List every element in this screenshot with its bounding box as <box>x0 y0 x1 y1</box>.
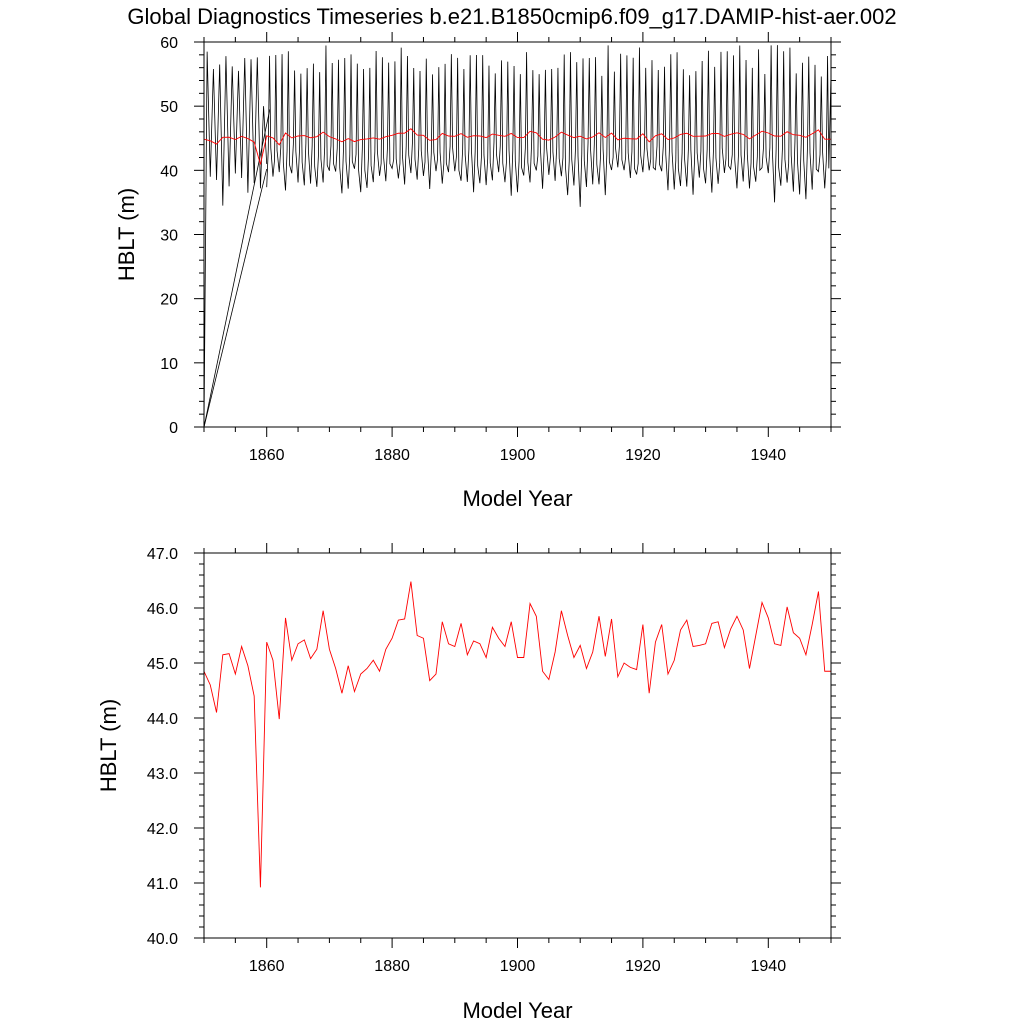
x-tick-label: 1920 <box>625 447 661 464</box>
panel-top: 1860 1880 1900 1920 1940 0 10 20 30 40 50 60 Model … <box>114 32 841 511</box>
x-tick-label: 1900 <box>500 958 536 975</box>
panel-top-x-axis-label: Model Year <box>462 486 572 511</box>
panel-bottom-tick-labels: 1860 1880 1900 1920 1940 40.0 41.0 42.0 43.0 44.0… <box>147 546 786 975</box>
panel-top-frame <box>203 41 832 428</box>
y-tick-label: 46.0 <box>147 601 178 618</box>
y-tick-label: 41.0 <box>147 876 178 893</box>
y-tick-label: 42.0 <box>147 821 178 838</box>
panel-bottom-y-axis-label: HBLT (m) <box>96 699 121 792</box>
panel-bottom-series <box>204 581 831 888</box>
x-tick-label: 1880 <box>374 958 410 975</box>
x-tick-label: 1860 <box>249 958 285 975</box>
y-tick-label: 40.0 <box>147 931 178 948</box>
annual-mean-line <box>204 581 831 888</box>
x-tick-label: 1920 <box>625 958 661 975</box>
x-tick-label: 1900 <box>500 447 536 464</box>
y-tick-label: 47.0 <box>147 546 178 563</box>
y-tick-label: 20 <box>160 292 178 309</box>
panel-top-series <box>204 45 831 427</box>
monthly-line-segment <box>204 109 271 427</box>
panel-bottom: 1860 1880 1900 1920 1940 40.0 41.0 42.0 43.0 44.0… <box>96 543 841 1023</box>
x-tick-label: 1940 <box>751 447 787 464</box>
annual-mean-line <box>204 128 831 165</box>
y-tick-label: 50 <box>160 99 178 116</box>
y-tick-label: 45.0 <box>147 656 178 673</box>
panel-bottom-frame <box>203 552 832 939</box>
monthly-line-segment <box>204 168 268 427</box>
y-tick-label: 0 <box>169 420 178 437</box>
y-tick-label: 40 <box>160 163 178 180</box>
x-tick-label: 1880 <box>374 447 410 464</box>
figure-title: Global Diagnostics Timeseries b.e21.B185… <box>127 4 896 29</box>
monthly-line <box>266 45 831 207</box>
x-tick-label: 1860 <box>249 447 285 464</box>
y-tick-label: 44.0 <box>147 711 178 728</box>
y-tick-label: 43.0 <box>147 766 178 783</box>
monthly-line-segment <box>204 51 268 427</box>
y-tick-label: 10 <box>160 356 178 373</box>
panel-top-y-axis-label: HBLT (m) <box>114 188 139 281</box>
panel-bottom-x-axis-label: Model Year <box>462 998 572 1023</box>
x-tick-label: 1940 <box>751 958 787 975</box>
panel-top-tick-labels: 1860 1880 1900 1920 1940 0 10 20 30 40 50 60 <box>160 35 786 464</box>
y-tick-label: 30 <box>160 228 178 245</box>
panel-top-ticks <box>194 32 841 437</box>
panel-bottom-ticks <box>194 543 841 948</box>
y-tick-label: 60 <box>160 35 178 52</box>
